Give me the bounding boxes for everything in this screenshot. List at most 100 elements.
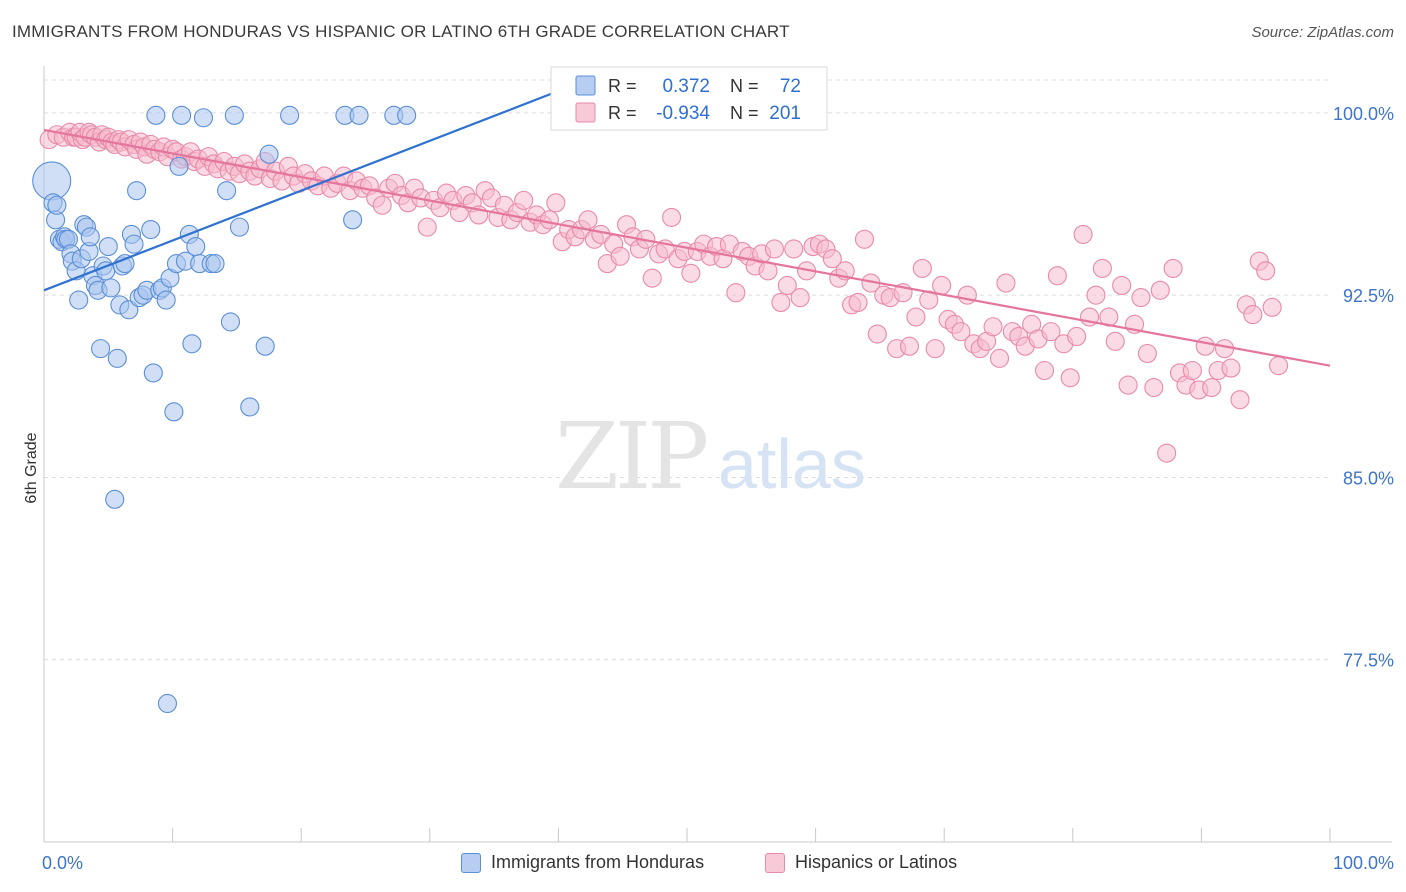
point-hispanics <box>539 210 559 230</box>
point-hispanics <box>1195 336 1215 356</box>
point-hispanics <box>932 275 952 295</box>
point-honduras <box>127 181 147 201</box>
y-tick-label: 85.0% <box>1343 468 1394 488</box>
trend-line-hispanics <box>43 128 1331 367</box>
point-hispanics <box>1041 322 1061 342</box>
legend-n-label-pink: N = <box>730 103 759 123</box>
point-honduras <box>255 336 275 356</box>
y-tick-label: 92.5% <box>1343 286 1394 306</box>
point-honduras <box>217 181 237 201</box>
point-hispanics <box>372 195 392 215</box>
y-tick-label: 100.0% <box>1333 104 1394 124</box>
point-hispanics <box>1256 261 1276 281</box>
x-tick-label-min: 0.0% <box>42 853 83 873</box>
point-hispanics <box>1157 443 1177 463</box>
legend-swatch-pink <box>575 102 596 123</box>
x-tick-label-max: 100.0% <box>1333 853 1394 873</box>
legend-swatch-hispanics <box>765 852 785 873</box>
point-honduras <box>240 397 260 417</box>
point-hispanics <box>848 292 868 313</box>
point-hispanics <box>1118 375 1138 395</box>
point-hispanics <box>1150 280 1170 300</box>
point-hispanics <box>1137 343 1157 364</box>
chart-title: IMMIGRANTS FROM HONDURAS VS HISPANIC OR … <box>12 22 790 41</box>
point-hispanics <box>1221 358 1241 378</box>
point-hispanics <box>514 190 534 210</box>
point-honduras <box>156 290 176 310</box>
source-label: Source: ZipAtlas.com <box>1251 24 1394 41</box>
point-hispanics <box>1034 360 1055 381</box>
point-hispanics <box>777 275 797 295</box>
legend-swatch-honduras <box>461 852 481 873</box>
legend-label-hispanics: Hispanics or Latinos <box>795 852 958 872</box>
point-honduras <box>280 105 300 125</box>
point-hispanics <box>989 348 1010 368</box>
point-honduras <box>164 402 184 422</box>
point-honduras <box>172 105 192 125</box>
point-hispanics <box>1060 368 1080 388</box>
point-hispanics <box>1067 326 1087 347</box>
point-honduras <box>107 348 127 368</box>
legend-swatch-blue <box>575 75 596 96</box>
point-hispanics <box>771 292 791 313</box>
trend-lines <box>43 89 1331 367</box>
point-hispanics <box>417 217 437 237</box>
point-honduras <box>143 363 163 383</box>
point-hispanics <box>1182 360 1202 381</box>
point-hispanics <box>906 307 926 327</box>
point-hispanics <box>546 193 566 213</box>
point-hispanics <box>1214 339 1235 359</box>
legend-n-label-blue: N = <box>730 76 759 96</box>
point-hispanics <box>983 317 1003 337</box>
point-hispanics <box>899 336 920 356</box>
point-honduras <box>349 105 369 125</box>
point-hispanics <box>726 283 746 303</box>
trend-line-honduras <box>43 89 559 292</box>
legend-n-value-blue: 72 <box>780 76 801 97</box>
point-hispanics <box>1163 258 1183 278</box>
point-honduras <box>224 105 244 125</box>
point-hispanics <box>662 207 682 227</box>
point-hispanics <box>822 249 842 269</box>
point-honduras <box>182 334 202 354</box>
y-axis-label: 6th Grade <box>23 432 40 503</box>
point-honduras <box>205 254 225 274</box>
point-hispanics <box>1131 288 1151 308</box>
point-hispanics <box>996 273 1016 293</box>
point-hispanics <box>764 239 784 259</box>
point-hispanics <box>1073 224 1093 244</box>
legend-r-label-pink: R = <box>608 103 637 123</box>
legend-r-value-blue: 0.372 <box>662 76 710 97</box>
point-honduras <box>157 693 178 714</box>
point-honduras <box>101 278 121 298</box>
point-honduras <box>119 300 139 320</box>
legend-r-label-blue: R = <box>608 76 637 96</box>
point-honduras <box>91 339 111 359</box>
point-honduras <box>229 217 250 237</box>
point-honduras <box>141 219 161 240</box>
point-honduras <box>98 237 118 257</box>
point-hispanics <box>790 288 810 308</box>
point-hispanics <box>1269 356 1289 376</box>
point-honduras <box>105 489 125 509</box>
point-honduras <box>69 290 89 310</box>
point-honduras <box>80 227 100 247</box>
point-hispanics <box>854 229 875 249</box>
stats-legend: R = 0.372 N = 72 R = -0.934 N = 201 <box>550 66 828 131</box>
point-hispanics <box>578 210 598 230</box>
y-tick-labels: 77.5% 85.0% 92.5% 100.0% <box>1333 104 1394 671</box>
point-hispanics <box>1092 258 1112 278</box>
point-hispanics <box>1243 305 1263 325</box>
legend-label-honduras: Immigrants from Honduras <box>491 852 705 872</box>
point-hispanics <box>912 258 932 278</box>
legend-n-value-pink: 201 <box>769 103 801 124</box>
point-hispanics <box>1112 275 1132 295</box>
point-honduras <box>397 105 417 125</box>
point-honduras <box>146 105 166 125</box>
point-hispanics <box>1230 390 1250 410</box>
legend-item-hispanics: Hispanics or Latinos <box>765 852 957 873</box>
point-honduras <box>343 210 363 230</box>
point-hispanics <box>1086 285 1106 305</box>
point-honduras <box>220 312 241 332</box>
